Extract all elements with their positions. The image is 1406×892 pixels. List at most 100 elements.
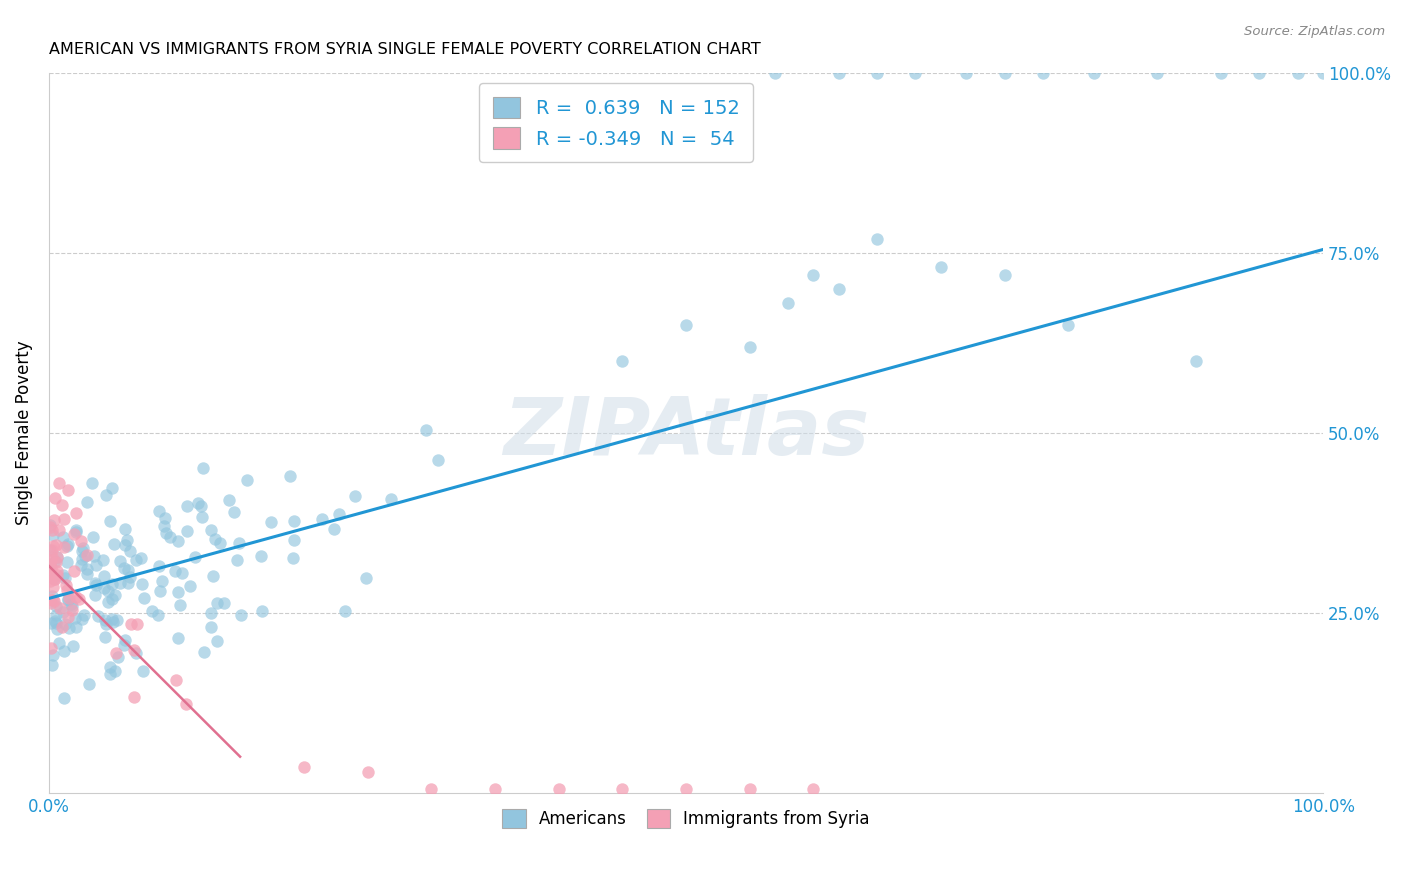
Point	[58, 621, 80, 635]
Point	[125, 617, 148, 632]
Point	[328, 507, 350, 521]
Point	[1286, 66, 1309, 80]
Point	[204, 532, 226, 546]
Point	[124, 646, 146, 660]
Point	[52, 540, 75, 554]
Point	[94, 488, 117, 502]
Point	[612, 354, 634, 368]
Point	[118, 544, 141, 558]
Point	[828, 66, 851, 80]
Point	[114, 522, 136, 536]
Point	[67, 592, 90, 607]
Point	[120, 570, 142, 584]
Point	[65, 620, 87, 634]
Point	[120, 617, 142, 632]
Point	[1312, 66, 1334, 80]
Point	[152, 519, 174, 533]
Point	[105, 614, 128, 628]
Point	[56, 583, 79, 598]
Point	[58, 610, 80, 624]
Point	[904, 66, 927, 80]
Point	[103, 615, 125, 630]
Point	[420, 782, 443, 797]
Point	[41, 658, 63, 673]
Point	[76, 548, 98, 562]
Point	[738, 340, 761, 354]
Point	[45, 564, 67, 578]
Point	[39, 520, 62, 534]
Point	[1146, 66, 1168, 80]
Point	[72, 608, 94, 623]
Point	[39, 517, 62, 532]
Point	[76, 494, 98, 508]
Point	[93, 614, 115, 628]
Point	[994, 268, 1017, 282]
Point	[122, 690, 145, 704]
Point	[117, 563, 139, 577]
Point	[183, 550, 205, 565]
Point	[45, 568, 67, 582]
Point	[70, 544, 93, 558]
Point	[70, 612, 93, 626]
Point	[205, 595, 228, 609]
Point	[42, 512, 65, 526]
Point	[48, 523, 70, 537]
Point	[97, 595, 120, 609]
Point	[100, 514, 122, 528]
Point	[131, 577, 153, 591]
Point	[141, 604, 163, 618]
Point	[69, 558, 91, 572]
Point	[104, 589, 127, 603]
Point	[100, 481, 122, 495]
Point	[53, 690, 76, 705]
Point	[39, 596, 62, 610]
Text: AMERICAN VS IMMIGRANTS FROM SYRIA SINGLE FEMALE POVERTY CORRELATION CHART: AMERICAN VS IMMIGRANTS FROM SYRIA SINGLE…	[49, 42, 761, 57]
Point	[547, 782, 569, 797]
Point	[1184, 354, 1206, 368]
Point	[280, 469, 302, 483]
Point	[115, 533, 138, 547]
Y-axis label: Single Female Poverty: Single Female Poverty	[15, 341, 32, 525]
Point	[484, 782, 506, 797]
Point	[58, 591, 80, 606]
Point	[39, 543, 62, 558]
Point	[955, 66, 977, 80]
Point	[48, 476, 70, 491]
Point	[225, 553, 247, 567]
Point	[41, 568, 63, 582]
Point	[323, 522, 346, 536]
Point	[675, 782, 697, 797]
Point	[148, 559, 170, 574]
Point	[45, 549, 67, 564]
Point	[828, 282, 851, 296]
Point	[153, 511, 176, 525]
Point	[82, 530, 104, 544]
Point	[44, 555, 66, 569]
Point	[84, 558, 107, 572]
Point	[42, 593, 65, 607]
Text: ZIPAtlas: ZIPAtlas	[503, 394, 869, 472]
Point	[86, 577, 108, 591]
Point	[51, 498, 73, 512]
Point	[39, 591, 62, 606]
Point	[283, 551, 305, 566]
Point	[236, 473, 259, 487]
Point	[176, 499, 198, 513]
Point	[49, 601, 72, 615]
Point	[193, 644, 215, 658]
Point	[101, 612, 124, 626]
Point	[776, 296, 799, 310]
Point	[41, 543, 63, 558]
Point	[356, 765, 378, 780]
Point	[41, 580, 63, 594]
Point	[52, 530, 75, 544]
Point	[187, 495, 209, 509]
Point	[56, 593, 79, 607]
Point	[56, 539, 79, 553]
Point	[56, 483, 79, 498]
Point	[41, 616, 63, 631]
Point	[112, 639, 135, 653]
Point	[53, 616, 76, 631]
Point	[41, 527, 63, 541]
Point	[42, 648, 65, 662]
